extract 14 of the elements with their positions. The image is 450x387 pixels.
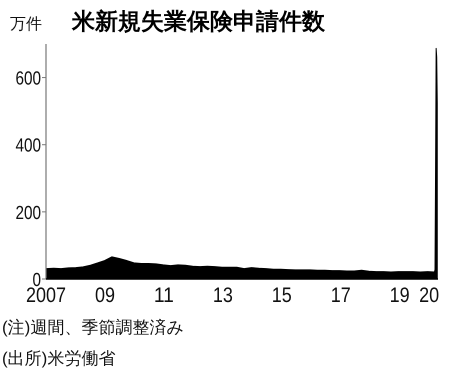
y-tick-label: 400 <box>16 136 48 157</box>
text: (注)週間、季節調整済み <box>2 318 184 337</box>
x-tick-label: 20 <box>419 284 442 307</box>
x-tick-label: 09 <box>94 284 118 307</box>
x-tick-label: 13 <box>212 284 236 307</box>
y-axis-title: 万件 <box>10 16 42 33</box>
x-tick-label: 19 <box>390 284 414 307</box>
text: (出所)米労働省 <box>2 349 116 368</box>
x-tick-label: 11 <box>154 284 176 307</box>
y-tick-label: 200 <box>16 202 48 224</box>
x-tick-label: 17 <box>330 284 354 307</box>
y-tick-label: 600 <box>16 68 48 90</box>
x-tick-label: 15 <box>272 284 296 307</box>
chart-title: 米新規失業保険申請件数 <box>71 8 326 34</box>
